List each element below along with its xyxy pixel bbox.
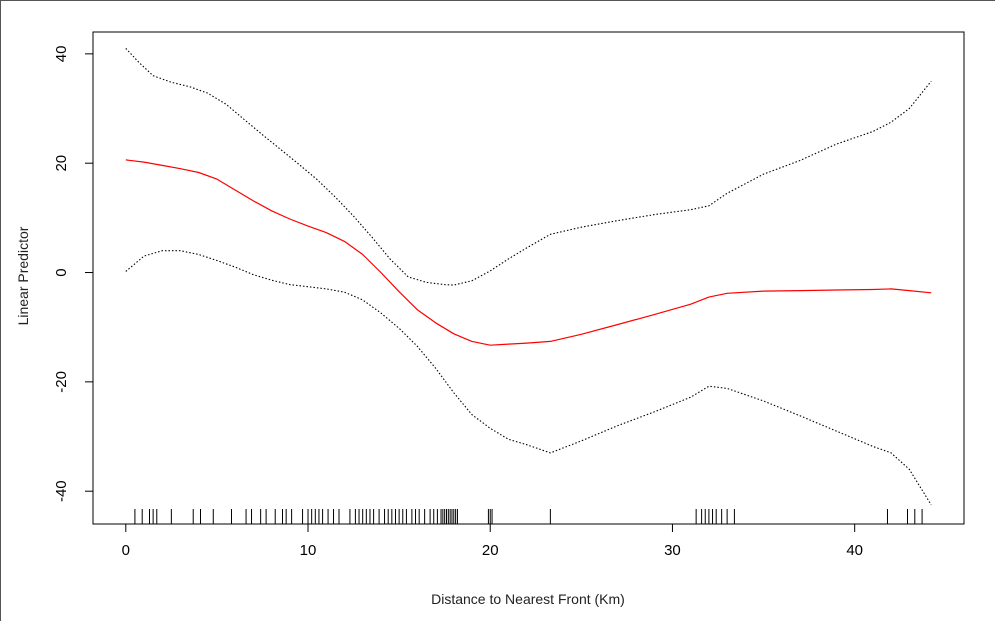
x-tick-label: 40 xyxy=(846,542,863,559)
x-tick-label: 20 xyxy=(482,542,499,559)
y-tick-label: -40 xyxy=(53,480,70,502)
y-tick-label: 0 xyxy=(53,268,70,276)
y-tick-label: -20 xyxy=(53,371,70,393)
x-tick-label: 10 xyxy=(300,542,317,559)
y-tick-label: 40 xyxy=(53,46,70,63)
lower-confidence-band xyxy=(125,250,932,506)
fitted-smooth-line xyxy=(125,159,932,346)
x-axis-title: Distance to Nearest Front (Km) xyxy=(431,591,625,607)
x-axis: 0 10 20 30 40 xyxy=(122,523,863,559)
y-axis: -40 -20 0 20 40 xyxy=(53,46,94,502)
plot-area-border xyxy=(92,31,965,525)
x-tick-label: 0 xyxy=(122,542,130,559)
y-tick-label: 20 xyxy=(53,155,70,172)
rug-marks xyxy=(134,509,923,524)
upper-confidence-band xyxy=(125,48,932,286)
y-axis-title: Linear Predictor xyxy=(15,226,31,325)
series-lines xyxy=(125,48,932,506)
x-tick-label: 30 xyxy=(664,542,681,559)
